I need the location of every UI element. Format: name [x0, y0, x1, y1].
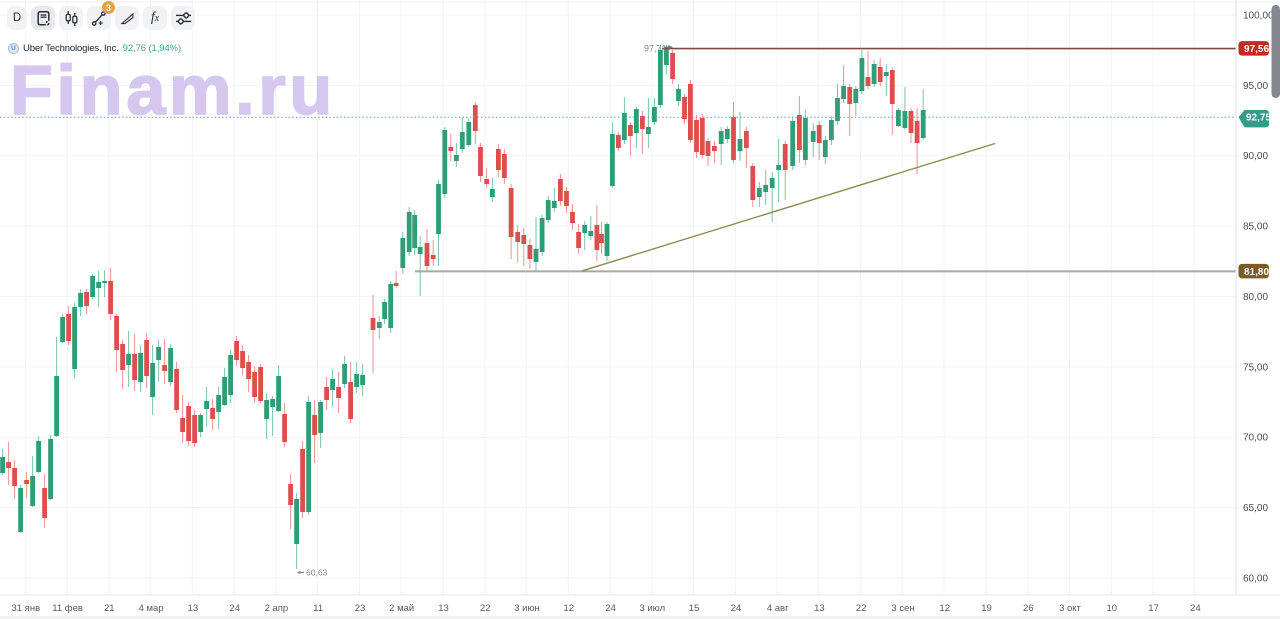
svg-text:81,80: 81,80: [1244, 267, 1269, 278]
svg-text:4 авг: 4 авг: [767, 603, 789, 614]
svg-text:3 июл: 3 июл: [639, 603, 665, 614]
svg-text:10: 10: [1107, 603, 1118, 614]
svg-text:90,00: 90,00: [1243, 151, 1268, 162]
svg-text:85,00: 85,00: [1243, 222, 1268, 233]
svg-text:12: 12: [564, 603, 575, 614]
svg-text:11 фев: 11 фев: [52, 603, 83, 614]
svg-text:2 апр: 2 апр: [265, 603, 289, 614]
svg-text:3 июн: 3 июн: [514, 603, 540, 614]
svg-text:3 сен: 3 сен: [891, 603, 914, 614]
svg-text:15: 15: [689, 603, 700, 614]
svg-text:26: 26: [1023, 603, 1034, 614]
svg-text:100,00: 100,00: [1243, 11, 1274, 22]
svg-text:19: 19: [981, 603, 992, 614]
svg-text:21: 21: [104, 603, 115, 614]
svg-text:4 мар: 4 мар: [139, 603, 164, 614]
svg-text:60,00: 60,00: [1243, 573, 1268, 584]
svg-text:12: 12: [939, 603, 950, 614]
svg-text:3 окт: 3 окт: [1059, 603, 1081, 614]
svg-text:92,75: 92,75: [1246, 113, 1271, 124]
svg-text:24: 24: [605, 603, 616, 614]
svg-text:22: 22: [856, 603, 867, 614]
svg-text:80,00: 80,00: [1243, 292, 1268, 303]
svg-text:75,00: 75,00: [1243, 362, 1268, 373]
svg-text:65,00: 65,00: [1243, 503, 1268, 514]
svg-text:24: 24: [731, 603, 742, 614]
svg-text:31 янв: 31 янв: [11, 603, 40, 614]
svg-text:95,00: 95,00: [1243, 81, 1268, 92]
svg-text:97,56: 97,56: [1244, 44, 1269, 55]
svg-text:2 май: 2 май: [389, 603, 414, 614]
svg-text:24: 24: [1190, 603, 1201, 614]
svg-text:13: 13: [438, 603, 449, 614]
svg-text:23: 23: [355, 603, 366, 614]
svg-text:11: 11: [313, 603, 323, 614]
svg-text:70,00: 70,00: [1243, 433, 1268, 444]
svg-text:13: 13: [814, 603, 825, 614]
svg-text:Finam.ru: Finam.ru: [10, 51, 336, 129]
svg-text:17: 17: [1148, 603, 1159, 614]
svg-text:97,71: 97,71: [644, 44, 667, 54]
svg-text:60,63: 60,63: [306, 568, 328, 578]
svg-text:24: 24: [229, 603, 240, 614]
svg-text:22: 22: [480, 603, 491, 614]
svg-text:13: 13: [188, 603, 199, 614]
